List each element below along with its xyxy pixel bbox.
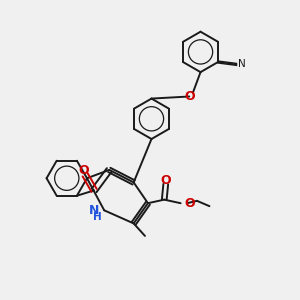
- Text: N: N: [89, 204, 100, 217]
- Text: O: O: [78, 164, 89, 177]
- Text: O: O: [160, 173, 171, 187]
- Text: O: O: [184, 90, 194, 103]
- Text: N: N: [238, 59, 246, 69]
- Text: H: H: [93, 212, 102, 222]
- Text: O: O: [184, 197, 195, 210]
